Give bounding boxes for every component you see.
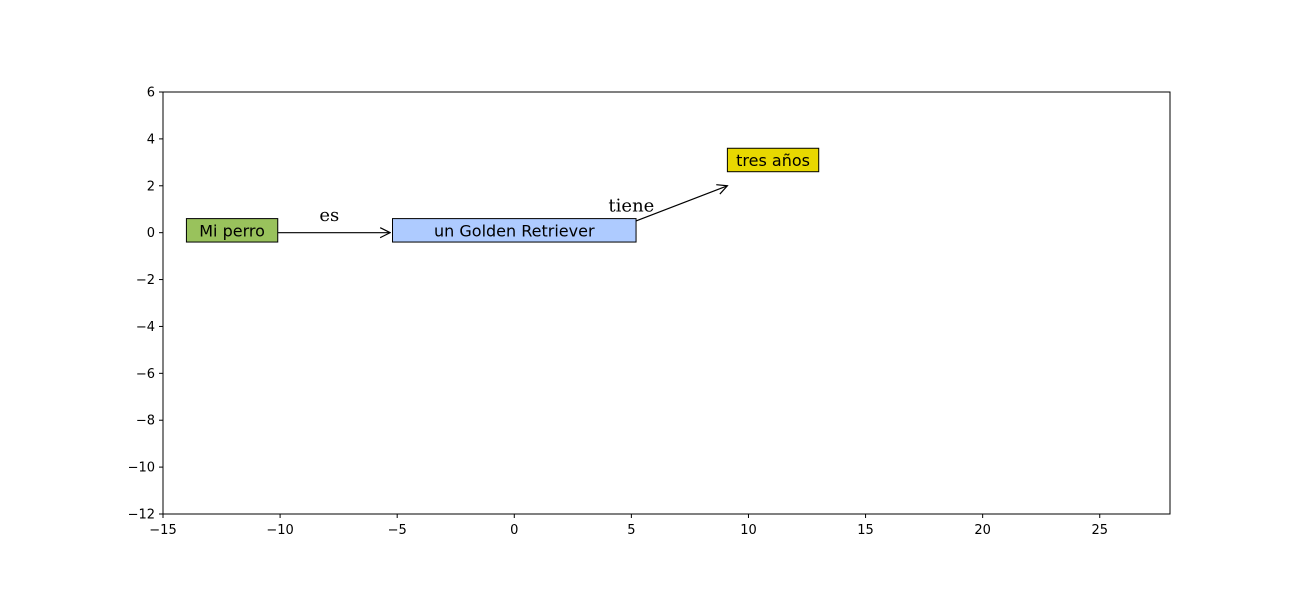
y-tick-label: −2 [136,273,155,288]
y-tick-label: 6 [147,86,155,101]
y-tick-label: −10 [128,461,155,476]
node-box-tres-anos [726,147,820,173]
x-axis: −15 −10 −5 0 5 10 15 20 25 [149,514,1108,538]
node-label-tres-anos: tres años [736,151,810,170]
y-tick-label: −4 [136,320,155,335]
edge-layer: es tiene [277,186,728,233]
x-tick-label: 5 [627,523,635,538]
y-tick-label: 4 [147,132,155,147]
node-mi-perro: Mi perro [185,218,279,243]
y-axis: 6 4 2 0 −2 −4 −6 −8 −10 −12 [128,86,163,523]
edge-label-tiene: tiene [608,196,654,217]
node-box-mi-perro [185,218,279,243]
y-tick-label: −12 [128,508,155,523]
x-tick-label: −5 [388,523,407,538]
plot-frame [162,91,1171,515]
edge-label-es: es [319,205,339,226]
x-tick-label: −15 [149,523,176,538]
node-tres-anos: tres años [726,147,820,173]
x-tick-label: 10 [740,523,757,538]
node-layer: Mi perro un Golden Retriever tres años [185,147,820,243]
node-box-golden-retriever [392,218,637,243]
node-label-golden-retriever: un Golden Retriever [434,221,595,240]
x-tick-label: 15 [857,523,874,538]
x-tick-label: 20 [974,523,991,538]
y-tick-label: 0 [147,226,155,241]
node-golden-retriever: un Golden Retriever [392,218,637,243]
y-tick-label: −8 [136,414,155,429]
y-tick-label: 2 [147,179,155,194]
x-tick-label: −10 [266,523,293,538]
edge-arrow-tiene [635,186,727,222]
node-label-mi-perro: Mi perro [199,221,265,240]
y-tick-label: −6 [136,367,155,382]
x-tick-label: 25 [1091,523,1108,538]
x-tick-label: 0 [510,523,518,538]
